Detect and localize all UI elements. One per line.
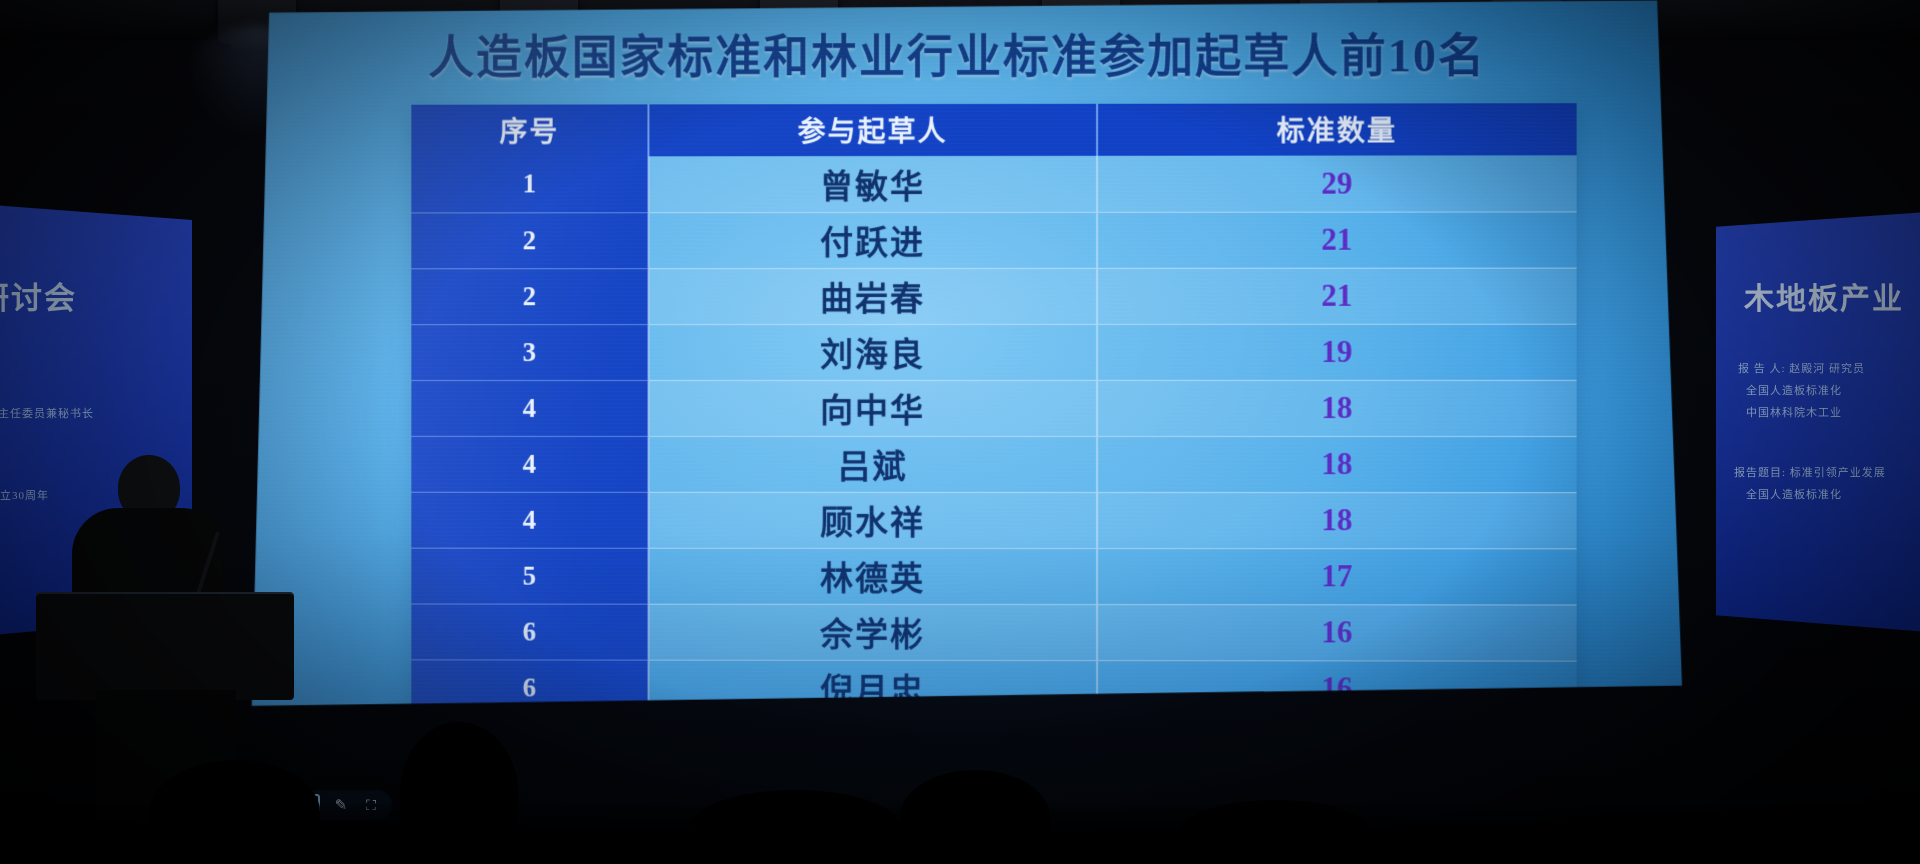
side-screen-right-line: 全国人造板标准化 [1746,489,1842,501]
cell-rank: 4 [411,492,648,548]
cell-drafter-name: 付跃进 [649,212,1097,268]
side-screen-right-line: 报告题目: 标准引领产业发展 [1734,467,1886,479]
cell-rank: 2 [411,268,648,324]
slide-title: 人造板国家标准和林业行业标准参加起草人前10名 [428,30,1487,83]
side-screen-right-title: 木地板产业 [1744,283,1904,316]
cell-rank: 1 [411,156,648,212]
table-header-row: 序号 参与起草人 标准数量 [411,103,1576,156]
cell-rank: 4 [411,380,648,436]
cell-drafter-name: 顾水祥 [649,492,1097,548]
table-row: 2 曲岩春 21 [411,268,1576,325]
cell-standard-count: 21 [1097,211,1577,267]
table-row: 4 顾水祥 18 [411,492,1576,549]
side-screen-left-line: 会成立30周年 [0,490,49,502]
table-row: 3 刘海良 19 [411,324,1576,380]
table-row: 1 曾敏华 29 [411,155,1576,212]
cell-standard-count: 18 [1097,492,1577,548]
side-screen-right-line: 报 告 人: 赵殿河 研究员 [1738,363,1866,375]
column-header-name: 参与起草人 [649,104,1097,157]
cell-drafter-name: 刘海良 [649,324,1097,380]
cell-standard-count: 18 [1097,380,1577,436]
foreground-floor [0,804,1920,864]
column-header-count: 标准数量 [1097,103,1577,156]
side-screen-right: 木地板产业 报 告 人: 赵殿河 研究员 全国人造板标准化 中国林科院木工业 报… [1716,212,1920,632]
side-screen-right-line: 中国林科院木工业 [1746,407,1842,419]
cell-standard-count: 16 [1097,604,1577,661]
cell-standard-count: 18 [1097,436,1577,492]
cell-drafter-name: 佘学彬 [649,604,1097,660]
table-row: 5 林德英 17 [411,548,1576,605]
cell-drafter-name: 林德英 [649,548,1097,604]
cell-rank: 6 [411,604,648,660]
cell-standard-count: 19 [1097,324,1577,380]
table-row: 4 向中华 18 [411,380,1576,436]
side-screen-left-title: 研讨会 [0,281,77,316]
cell-rank: 4 [411,436,648,492]
table-row: 2 付跃进 21 [411,211,1576,268]
table-row: 6 佘学彬 16 [411,604,1576,661]
cell-rank: 2 [411,212,648,268]
cell-drafter-name: 向中华 [649,380,1097,436]
cell-rank: 3 [411,324,648,380]
cell-drafter-name: 曾敏华 [649,156,1097,212]
cell-standard-count: 29 [1097,155,1577,212]
podium [36,592,294,700]
side-screen-right-line: 全国人造板标准化 [1746,385,1842,397]
cell-drafter-name: 吕斌 [649,436,1097,492]
column-header-rank: 序号 [411,104,648,156]
table-row: 4 吕斌 18 [411,436,1576,492]
cell-standard-count: 17 [1097,548,1577,604]
side-screen-left-line: 会副主任委员兼秘书长 [0,408,94,420]
cell-standard-count: 21 [1097,268,1577,324]
cell-drafter-name: 曲岩春 [649,268,1097,324]
cell-rank: 5 [411,548,648,604]
